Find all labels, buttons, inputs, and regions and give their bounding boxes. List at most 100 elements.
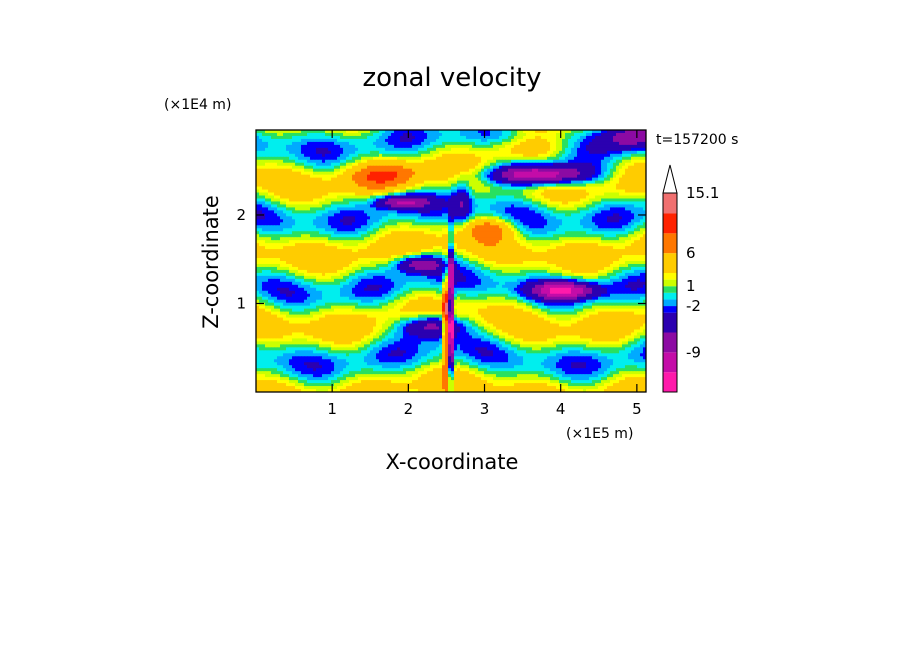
contour-cell [544,144,548,149]
contour-cell [619,165,623,170]
contour-cell [397,177,401,182]
contour-cell [415,210,419,214]
contour-cell [358,144,362,149]
contour-cell [394,243,398,247]
contour-cell [586,159,590,164]
contour-cell [442,195,446,199]
contour-cell [472,195,476,199]
contour-cell [478,222,482,226]
contour-cell [571,162,575,167]
contour-cell [307,159,311,164]
contour-cell [496,132,500,137]
contour-cell [346,222,350,226]
contour-cell [307,216,311,220]
contour-cell [562,231,566,235]
contour-cell [352,243,356,247]
contour-cell [325,219,329,223]
contour-cell [523,165,527,170]
contour-cell [544,237,548,241]
contour-cell [307,132,311,137]
contour-cell [352,216,356,220]
contour-cell [259,240,263,244]
contour-cell [589,180,593,184]
contour-cell [637,130,641,134]
contour-cell [382,243,386,247]
contour-cell [472,141,476,146]
contour-cell [496,204,500,208]
contour-cell [535,189,539,193]
contour-cell [625,189,629,193]
contour-cell [361,240,365,244]
contour-cell [451,183,455,187]
contour-cell [451,210,455,214]
contour-cell [259,144,263,149]
contour-cell [370,198,374,202]
contour-cell [643,174,647,179]
contour-cell [469,132,473,137]
contour-cell [370,165,374,170]
contour-cell [361,180,365,184]
contour-cell [514,144,518,149]
contour-cell [400,162,404,167]
contour-cell [370,171,374,176]
contour-cell [499,135,503,140]
contour-cell [598,135,602,140]
contour-cell [319,198,323,202]
contour-cell [355,198,359,202]
contour-cell [280,207,284,211]
contour-cell [439,165,443,170]
contour-cell [616,207,620,211]
contour-cell [325,141,329,146]
contour-cell [310,156,314,161]
contour-cell [331,186,335,190]
contour-cell [475,216,479,220]
contour-cell [529,159,533,164]
contour-cell [604,159,608,164]
contour-cell [403,210,407,214]
contour-cell [628,180,632,184]
contour-cell [289,192,293,196]
contour-cell [283,192,287,196]
contour-cell [586,237,590,241]
contour-cell [418,225,422,229]
contour-cell [484,189,488,193]
contour-cell [619,207,623,211]
contour-cell [514,171,518,176]
contour-cell [553,156,557,161]
contour-cell [262,174,266,179]
contour-cell [304,219,308,223]
contour-cell [268,177,272,182]
contour-cell [409,195,413,199]
contour-cell [613,183,617,187]
contour-cell [532,144,536,149]
contour-cell [265,234,269,238]
contour-cell [364,177,368,182]
contour-cell [457,228,461,232]
contour-cell [466,186,470,190]
contour-cell [604,171,608,176]
contour-cell [451,201,455,205]
contour-cell [355,138,359,143]
contour-cell [406,135,410,140]
contour-cell [400,228,404,232]
contour-cell [451,162,455,167]
contour-cell [295,141,299,146]
contour-cell [583,159,587,164]
contour-cell [529,130,533,134]
contour-cell [616,222,620,226]
contour-cell [460,156,464,161]
contour-cell [469,240,473,244]
contour-cell [310,210,314,214]
contour-cell [424,228,428,232]
contour-cell [289,222,293,226]
contour-cell [391,168,395,173]
contour-cell [496,234,500,238]
contour-cell [463,225,467,229]
contour-cell [601,219,605,223]
contour-cell [613,180,617,184]
contour-cell [295,177,299,182]
contour-cell [541,186,545,190]
contour-cell [562,201,566,205]
contour-cell [574,189,578,193]
contour-cell [472,147,476,152]
